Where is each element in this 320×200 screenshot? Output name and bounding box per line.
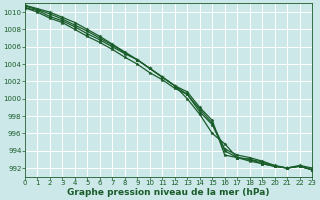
- X-axis label: Graphe pression niveau de la mer (hPa): Graphe pression niveau de la mer (hPa): [67, 188, 270, 197]
